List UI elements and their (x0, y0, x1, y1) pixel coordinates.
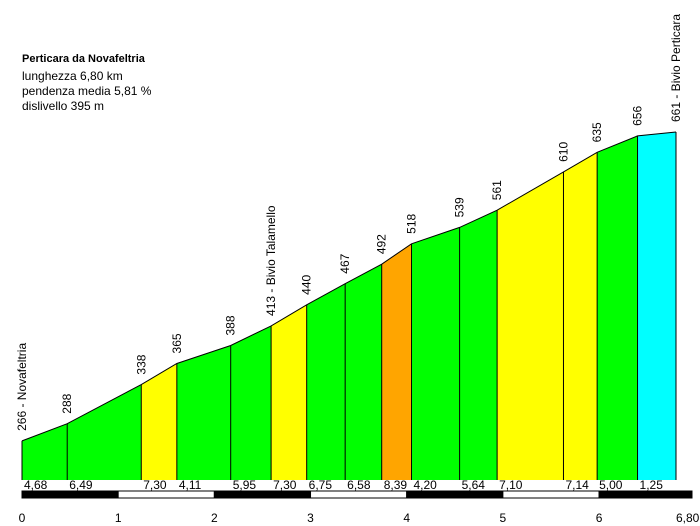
gradient-label: 7,10 (499, 478, 523, 492)
segment (22, 423, 68, 480)
segment (141, 363, 177, 480)
gradient-label: 7,30 (273, 478, 297, 492)
gradient-label: 8,39 (384, 478, 408, 492)
elevation-label: 610 (556, 142, 570, 162)
elevation-label: 467 (338, 253, 352, 273)
x-tick-label: 6 (596, 511, 603, 525)
segment (563, 152, 598, 480)
x-tick-label: 6,80 (676, 511, 700, 525)
scale-band (598, 490, 693, 499)
gradient-label: 7,14 (565, 478, 589, 492)
elevation-label: 338 (134, 354, 148, 374)
scale-band (117, 490, 215, 499)
segment (230, 325, 272, 480)
x-tick-label: 5 (500, 511, 507, 525)
info-line: pendenza media 5,81 % (22, 84, 152, 98)
gradient-label: 7,30 (143, 478, 167, 492)
segment (345, 264, 382, 480)
x-tick-label: 3 (307, 511, 314, 525)
chart-title: Perticara da Novafeltria (22, 53, 146, 65)
elevation-label: 365 (170, 333, 184, 353)
segment (271, 304, 307, 480)
scale-band (406, 490, 504, 499)
gradient-label: 6,49 (69, 478, 93, 492)
segment (637, 132, 676, 480)
elevation-label: 492 (375, 234, 389, 254)
gradient-label: 5,64 (462, 478, 486, 492)
gradient-label: 4,68 (24, 478, 48, 492)
segment (411, 227, 460, 480)
elevation-label: 635 (590, 122, 604, 142)
gradient-label: 5,00 (599, 478, 623, 492)
gradient-label: 6,58 (347, 478, 371, 492)
elevation-label: 656 (631, 106, 645, 126)
segment (497, 171, 564, 480)
elevation-label: 518 (405, 213, 419, 233)
elevation-label: 539 (453, 197, 467, 217)
x-tick-label: 1 (115, 511, 122, 525)
segment (381, 243, 412, 480)
gradient-label: 4,20 (414, 478, 438, 492)
x-tick-label: 2 (211, 511, 218, 525)
elevation-label: 413 - Bivio Talamello (264, 205, 278, 316)
segment (306, 283, 346, 480)
gradient-label: 5,95 (233, 478, 257, 492)
segment (597, 135, 638, 481)
segment (176, 345, 231, 480)
scale-band (502, 490, 600, 499)
segment (459, 210, 498, 480)
gradient-label: 4,11 (179, 478, 202, 492)
x-tick-label: 4 (403, 511, 410, 525)
info-line: lunghezza 6,80 km (22, 69, 123, 83)
info-line: dislivello 395 m (22, 99, 104, 113)
elevation-label: 561 (490, 180, 504, 200)
segment (67, 384, 142, 480)
elevation-label: 266 - Novafeltria (15, 343, 29, 431)
scale-band (310, 490, 408, 499)
gradient-label: 6,75 (309, 478, 333, 492)
profile-line (21, 131, 677, 442)
elevation-label: 288 (60, 393, 74, 413)
scale-band (213, 490, 312, 499)
scale-band (21, 490, 119, 499)
x-tick-label: 0 (19, 511, 26, 525)
elevation-label: 440 (300, 274, 314, 294)
elevation-label: 661 - Bivio Perticara (669, 14, 683, 122)
gradient-label: 1,25 (640, 478, 664, 492)
elevation-label: 388 (224, 315, 238, 335)
